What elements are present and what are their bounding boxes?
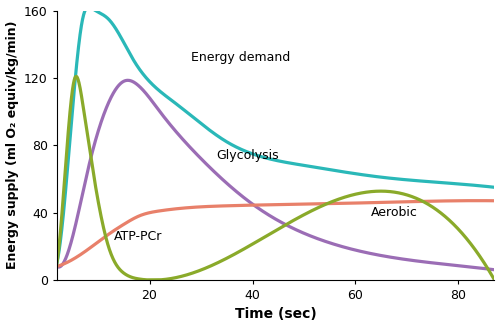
Y-axis label: Energy supply (ml O₂ equiv/kg/min): Energy supply (ml O₂ equiv/kg/min) [6, 21, 18, 269]
Text: ATP-PCr: ATP-PCr [114, 230, 162, 243]
X-axis label: Time (sec): Time (sec) [235, 307, 316, 321]
Text: Glycolysis: Glycolysis [216, 149, 279, 162]
Text: Energy demand: Energy demand [190, 51, 290, 64]
Text: Aerobic: Aerobic [371, 206, 418, 219]
